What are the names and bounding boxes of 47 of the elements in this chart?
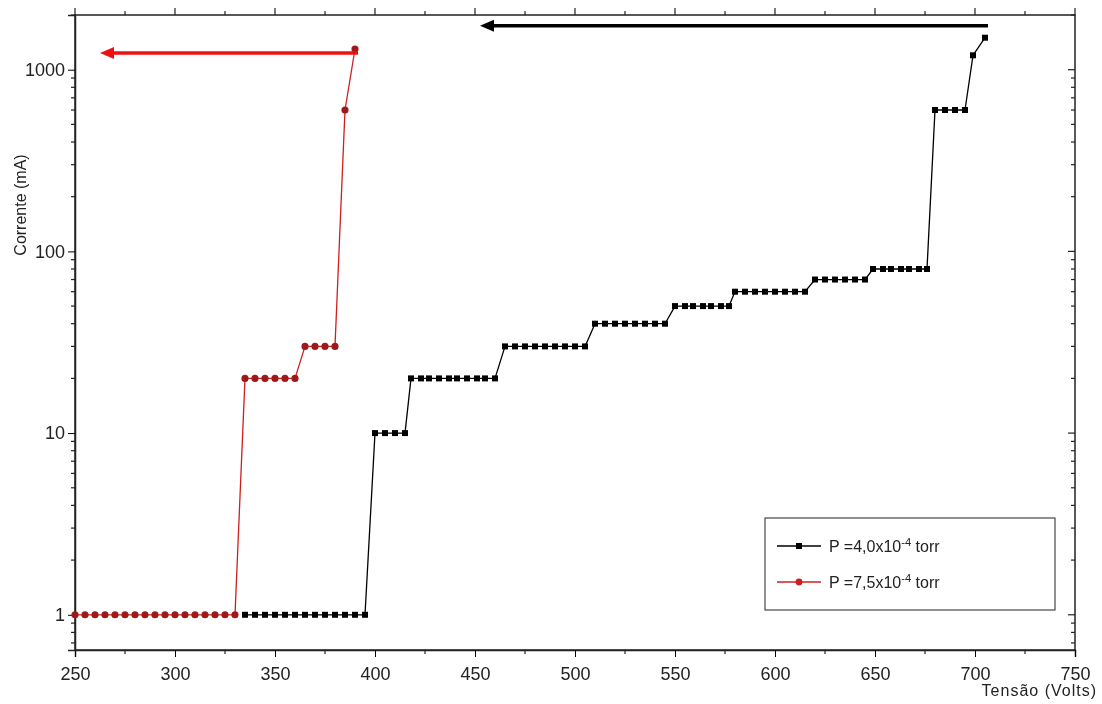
point xyxy=(161,611,169,619)
x-tick-label: 250 xyxy=(60,663,91,684)
point xyxy=(221,611,229,619)
point xyxy=(181,611,189,619)
y-tick-label: 1 xyxy=(54,605,65,626)
point xyxy=(141,611,149,619)
point xyxy=(91,611,99,619)
x-tick-label: 700 xyxy=(960,663,991,684)
point xyxy=(241,374,249,382)
x-axis-title: Tensão (Volts) xyxy=(981,682,1097,699)
point xyxy=(71,611,79,619)
point xyxy=(191,611,199,619)
point xyxy=(121,611,129,619)
x-tick-label: 500 xyxy=(560,663,591,684)
x-tick-label: 400 xyxy=(360,663,391,684)
point xyxy=(341,106,349,114)
point xyxy=(251,374,259,382)
y-tick-label: 100 xyxy=(34,241,65,262)
point xyxy=(231,611,239,619)
point xyxy=(311,342,319,350)
point xyxy=(151,611,159,619)
point xyxy=(101,611,109,619)
y-tick-label: 1000 xyxy=(24,59,65,80)
x-tick-label: 600 xyxy=(760,663,791,684)
x-tick-label: 300 xyxy=(160,663,191,684)
point xyxy=(201,611,209,619)
x-tick-label: 550 xyxy=(660,663,691,684)
legend-label: P =7,5x10$^{-4}$ torr xyxy=(829,572,941,591)
y-tick-label: 10 xyxy=(44,423,65,444)
y-axis-title: Corrente (mA) xyxy=(12,154,29,256)
point xyxy=(271,374,279,382)
point xyxy=(331,342,339,350)
legend-label: P =4,0x10$^{-4}$ torr xyxy=(829,536,941,555)
point xyxy=(211,611,219,619)
point xyxy=(291,374,299,382)
point xyxy=(321,342,329,350)
point xyxy=(301,342,309,350)
x-tick-label: 750 xyxy=(1060,663,1091,684)
point xyxy=(111,611,119,619)
x-tick-label: 650 xyxy=(860,663,891,684)
point xyxy=(131,611,139,619)
point xyxy=(81,611,89,619)
point xyxy=(281,374,289,382)
point xyxy=(261,374,269,382)
x-tick-label: 450 xyxy=(460,663,491,684)
point xyxy=(171,611,179,619)
x-tick-label: 350 xyxy=(260,663,291,684)
